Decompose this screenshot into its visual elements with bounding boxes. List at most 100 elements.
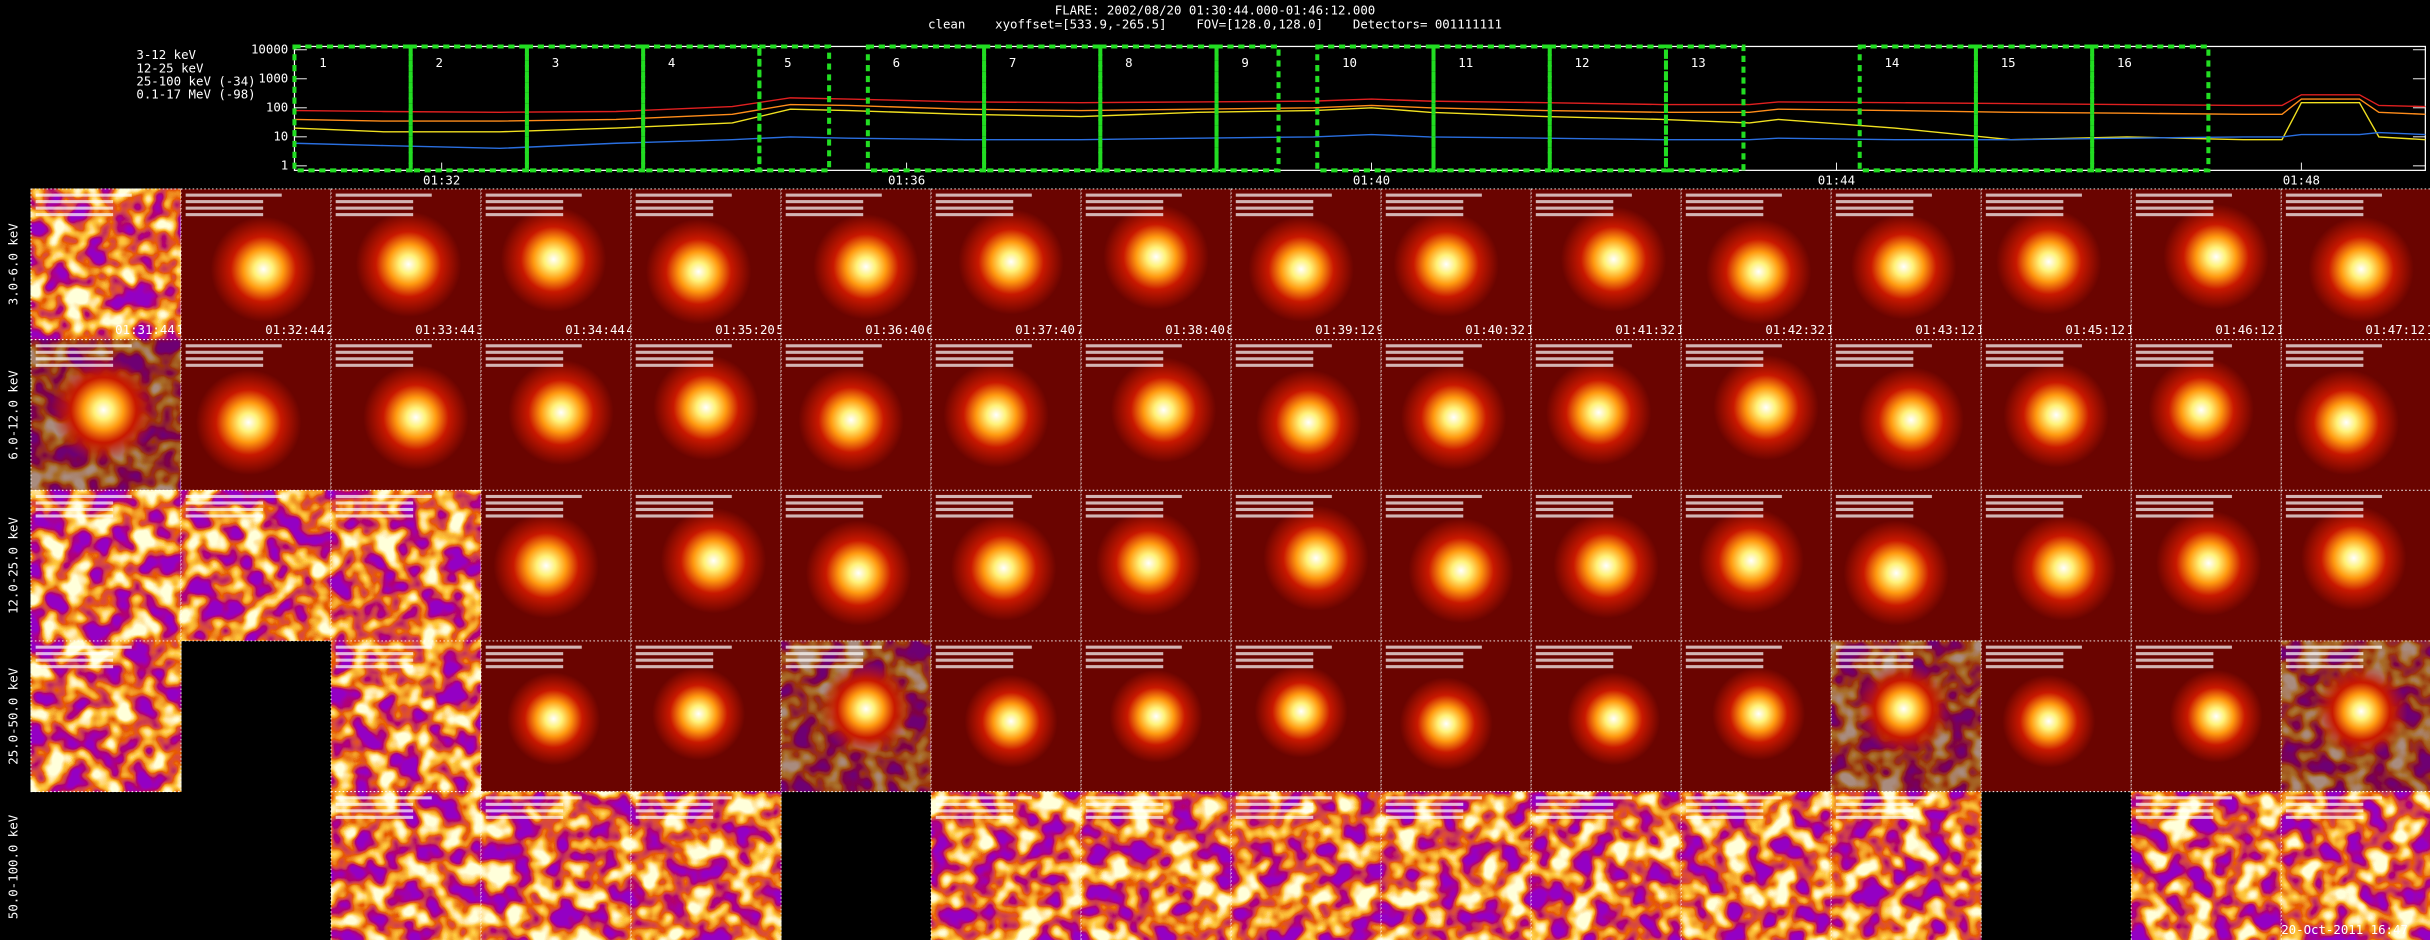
image-cell (1380, 339, 1532, 491)
image-cell (1830, 791, 1982, 940)
title: FLARE: 2002/08/20 01:30:44.000-01:46:12.… (1055, 2, 1375, 17)
cell-header-line (1985, 363, 2064, 367)
cell-header-line (2285, 802, 2364, 806)
cell-header-line (1835, 802, 1914, 806)
cell-header-line (485, 815, 564, 819)
source-blob (1255, 369, 1362, 476)
cell-header-line (2285, 645, 2382, 649)
image-cell (1980, 640, 2132, 793)
x-tick-label: 01:44 (1818, 173, 1855, 188)
source-blob (1713, 354, 1819, 461)
image-cell (930, 791, 1082, 940)
cell-header-line (1235, 645, 1332, 649)
cell-header-line (1685, 193, 1782, 197)
source-blob (950, 515, 1057, 621)
cell-noise (1081, 791, 1232, 940)
cell-border (2130, 791, 2282, 940)
cell-header-line (1535, 213, 1614, 217)
cell-time-label: 01:36:40 (865, 322, 925, 337)
y-tick-label: 10 (273, 128, 288, 143)
cell-header-line (2135, 213, 2214, 217)
cell-header-line (1535, 645, 1632, 649)
cell-header-line (1235, 357, 1314, 361)
source-blob (1399, 677, 1493, 771)
cell-header-line (1535, 514, 1614, 518)
cell-header-line (1535, 507, 1614, 512)
image-cell (1680, 339, 1832, 491)
cell-header-line (935, 206, 1014, 210)
cell-header-line (185, 344, 282, 348)
cell-header-line (935, 363, 1014, 367)
cell-header-line (1835, 645, 1932, 649)
cell-header-line (1835, 658, 1914, 662)
cell-header-line (1235, 350, 1314, 354)
image-cell: 01:39:12 9 (1230, 188, 1384, 341)
cell-header-line (1985, 645, 2082, 649)
cell-header-line (935, 193, 1032, 197)
cell-header-line (1235, 658, 1314, 662)
cell-header-line (1085, 501, 1164, 505)
cell-header-line (1985, 193, 2082, 197)
cell-header-line (2135, 206, 2214, 210)
cell-header-line (635, 645, 732, 649)
cell-time-label: 01:42:32 (1765, 322, 1825, 337)
cell-noise (2281, 791, 2430, 940)
cell-header-line (1835, 344, 1932, 348)
cell-header-line (1685, 344, 1782, 348)
source-blob (805, 520, 912, 626)
cell-header-line (1685, 658, 1764, 662)
cell-header-line (2285, 494, 2382, 499)
cell-header-line (1085, 645, 1182, 649)
cell-header-line (2135, 665, 2214, 669)
cell-header-line (1085, 213, 1164, 217)
cell-noise (30, 640, 182, 792)
image-cell (30, 339, 182, 491)
cell-header-line (785, 645, 882, 649)
cell-border (1080, 188, 1232, 341)
cell-header-line (2135, 200, 2214, 204)
cell-header-line (35, 494, 132, 499)
image-cell (1080, 489, 1232, 642)
cell-header-line (1085, 206, 1164, 210)
cell-header-line (1985, 213, 2064, 217)
cell-header-line (1985, 652, 2064, 656)
cell-header-line (2135, 658, 2214, 662)
cell-header-line (1085, 507, 1164, 512)
cell-header-line (635, 501, 714, 505)
source-blob (1248, 216, 1354, 322)
image-cell: 01:33:44 3 (330, 188, 484, 341)
cell-header-line (935, 645, 1032, 649)
lightcurve-line (294, 101, 2426, 141)
cell-header-line (635, 514, 714, 518)
image-cell (180, 339, 332, 491)
interval-label: 12 (1575, 55, 1590, 70)
cell-header-line (1385, 206, 1464, 210)
x-tick-label: 01:40 (1353, 173, 1390, 188)
cell-header-line (785, 514, 864, 518)
cell-header-line (185, 357, 264, 361)
cell-header-line (1835, 357, 1914, 361)
cell-header-line (35, 363, 114, 367)
interval-label: 2 (435, 55, 442, 70)
interval-box (982, 44, 1103, 173)
cell-header-line (485, 796, 582, 800)
cell-header-line (35, 665, 114, 669)
cell-header-line (1535, 501, 1614, 505)
cell-header-line (35, 344, 132, 348)
interval-label: 7 (1009, 55, 1016, 70)
cell-noise (30, 188, 182, 340)
cell-noise (331, 791, 482, 940)
cell-header-line (935, 357, 1014, 361)
source-blob (1858, 367, 1964, 473)
cell-header-line (2135, 494, 2232, 499)
interval-box (1973, 44, 2095, 173)
cell-header-line (635, 363, 714, 367)
source-blob (2169, 669, 2263, 763)
cell-header-line (485, 213, 564, 217)
cell-header-line (1385, 658, 1464, 662)
cell-header-line (1985, 344, 2082, 348)
cell-header-line (1535, 200, 1614, 204)
cell-header-line (185, 514, 264, 518)
image-cell (2130, 489, 2282, 642)
